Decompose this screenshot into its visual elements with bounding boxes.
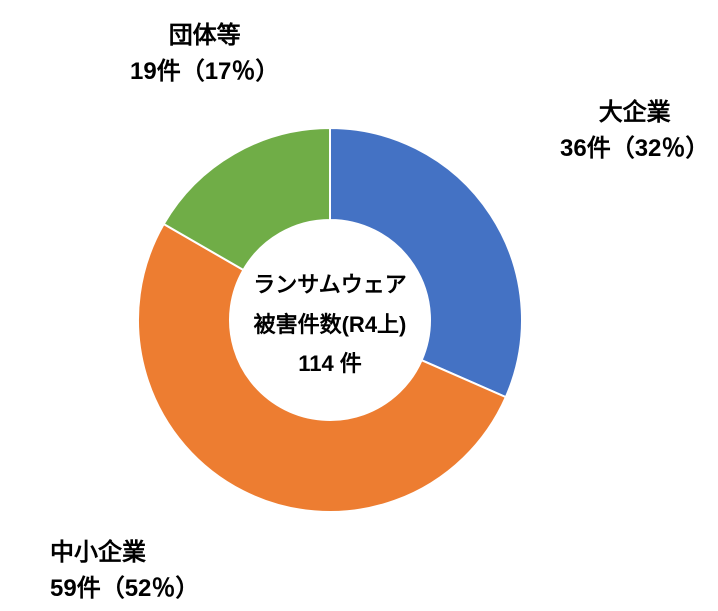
center-line3: 114 件 — [220, 344, 440, 384]
center-line1: ランサムウェア — [220, 265, 440, 305]
slice-label-org: 団体等 19件（17％） — [130, 18, 279, 90]
center-line2: 被害件数(R4上) — [220, 305, 440, 345]
label-value: 19件（17％） — [130, 54, 279, 90]
label-value: 59件（52％） — [50, 571, 199, 607]
label-title: 大企業 — [560, 95, 709, 131]
slice-label-large-enterprise: 大企業 36件（32％） — [560, 95, 709, 167]
label-title: 団体等 — [130, 18, 279, 54]
slice-label-sme: 中小企業 59件（52％） — [50, 535, 199, 607]
label-title: 中小企業 — [50, 535, 199, 571]
donut-center-label: ランサムウェア 被害件数(R4上) 114 件 — [220, 265, 440, 384]
chart-container: ランサムウェア 被害件数(R4上) 114 件 大企業 36件（32％） 中小企… — [0, 0, 718, 611]
label-value: 36件（32％） — [560, 131, 709, 167]
